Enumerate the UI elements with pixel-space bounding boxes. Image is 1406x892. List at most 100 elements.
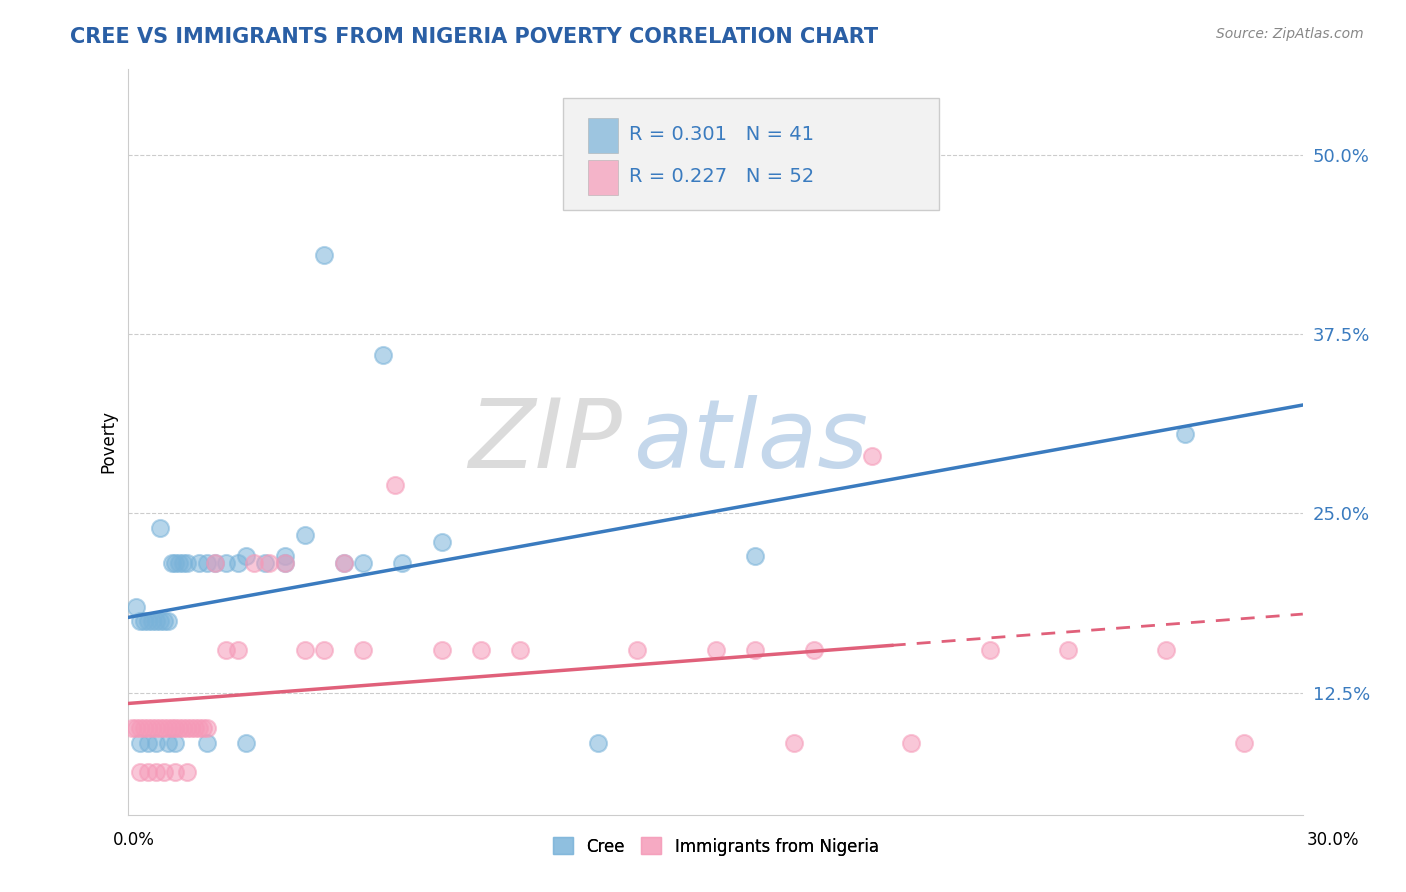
Point — [152, 764, 174, 779]
FancyBboxPatch shape — [588, 118, 619, 153]
Point — [294, 642, 316, 657]
Point — [165, 722, 187, 736]
Point — [226, 557, 249, 571]
Point — [900, 736, 922, 750]
Point — [136, 736, 159, 750]
Point — [129, 722, 152, 736]
Point — [134, 614, 156, 628]
Point — [136, 764, 159, 779]
Text: ZIP: ZIP — [468, 395, 621, 488]
Point — [156, 722, 179, 736]
Text: R = 0.227   N = 52: R = 0.227 N = 52 — [628, 167, 814, 186]
Point — [1057, 642, 1080, 657]
Point — [274, 557, 297, 571]
Point — [136, 614, 159, 628]
Point — [195, 722, 218, 736]
Point — [172, 557, 194, 571]
Text: 0.0%: 0.0% — [112, 830, 155, 848]
Point — [509, 642, 531, 657]
Point — [979, 642, 1001, 657]
Text: R = 0.301   N = 41: R = 0.301 N = 41 — [628, 126, 814, 145]
Point — [333, 557, 356, 571]
Point — [149, 722, 172, 736]
Point — [384, 477, 406, 491]
FancyBboxPatch shape — [562, 98, 939, 211]
Point — [152, 614, 174, 628]
Legend: Cree, Immigrants from Nigeria: Cree, Immigrants from Nigeria — [546, 830, 886, 863]
Point — [314, 642, 336, 657]
Point — [169, 722, 191, 736]
Point — [371, 348, 394, 362]
Point — [783, 736, 806, 750]
Point — [145, 722, 167, 736]
Point — [235, 736, 257, 750]
Point — [860, 449, 883, 463]
Point — [259, 557, 281, 571]
Point — [744, 642, 766, 657]
Point — [156, 736, 179, 750]
Point — [187, 557, 209, 571]
Point — [180, 722, 202, 736]
Text: 30.0%: 30.0% — [1306, 830, 1360, 848]
Point — [165, 557, 187, 571]
Point — [294, 528, 316, 542]
Point — [204, 557, 226, 571]
Point — [165, 736, 187, 750]
Point — [176, 557, 198, 571]
Point — [204, 557, 226, 571]
Point — [160, 557, 183, 571]
Point — [215, 642, 238, 657]
Point — [1174, 427, 1197, 442]
Point — [184, 722, 207, 736]
Point — [172, 722, 194, 736]
Point — [187, 722, 209, 736]
Point — [136, 722, 159, 736]
Point — [333, 557, 356, 571]
Text: Source: ZipAtlas.com: Source: ZipAtlas.com — [1216, 27, 1364, 41]
Point — [134, 722, 156, 736]
Point — [626, 642, 648, 657]
Point — [176, 764, 198, 779]
Point — [145, 614, 167, 628]
Point — [226, 642, 249, 657]
Point — [125, 722, 148, 736]
Point — [352, 642, 374, 657]
Point — [176, 722, 198, 736]
Point — [195, 557, 218, 571]
Point — [274, 549, 297, 564]
Point — [160, 722, 183, 736]
Point — [195, 736, 218, 750]
Point — [430, 535, 453, 549]
Point — [704, 642, 727, 657]
Point — [391, 557, 413, 571]
Text: CREE VS IMMIGRANTS FROM NIGERIA POVERTY CORRELATION CHART: CREE VS IMMIGRANTS FROM NIGERIA POVERTY … — [70, 27, 879, 46]
Point — [235, 549, 257, 564]
Text: atlas: atlas — [634, 395, 869, 488]
Y-axis label: Poverty: Poverty — [100, 410, 117, 473]
Point — [145, 736, 167, 750]
Point — [254, 557, 277, 571]
Point — [274, 557, 297, 571]
Point — [586, 736, 609, 750]
Point — [352, 557, 374, 571]
Point — [141, 722, 163, 736]
Point — [129, 614, 152, 628]
Point — [1154, 642, 1177, 657]
Point — [430, 642, 453, 657]
Point — [121, 722, 143, 736]
Point — [215, 557, 238, 571]
Point — [129, 736, 152, 750]
FancyBboxPatch shape — [588, 160, 619, 194]
Point — [149, 521, 172, 535]
Point — [129, 764, 152, 779]
Point — [149, 614, 172, 628]
Point — [1233, 736, 1256, 750]
Point — [165, 764, 187, 779]
Point — [470, 642, 492, 657]
Point — [152, 722, 174, 736]
Point — [125, 599, 148, 614]
Point — [145, 764, 167, 779]
Point — [156, 614, 179, 628]
Point — [744, 549, 766, 564]
Point — [141, 614, 163, 628]
